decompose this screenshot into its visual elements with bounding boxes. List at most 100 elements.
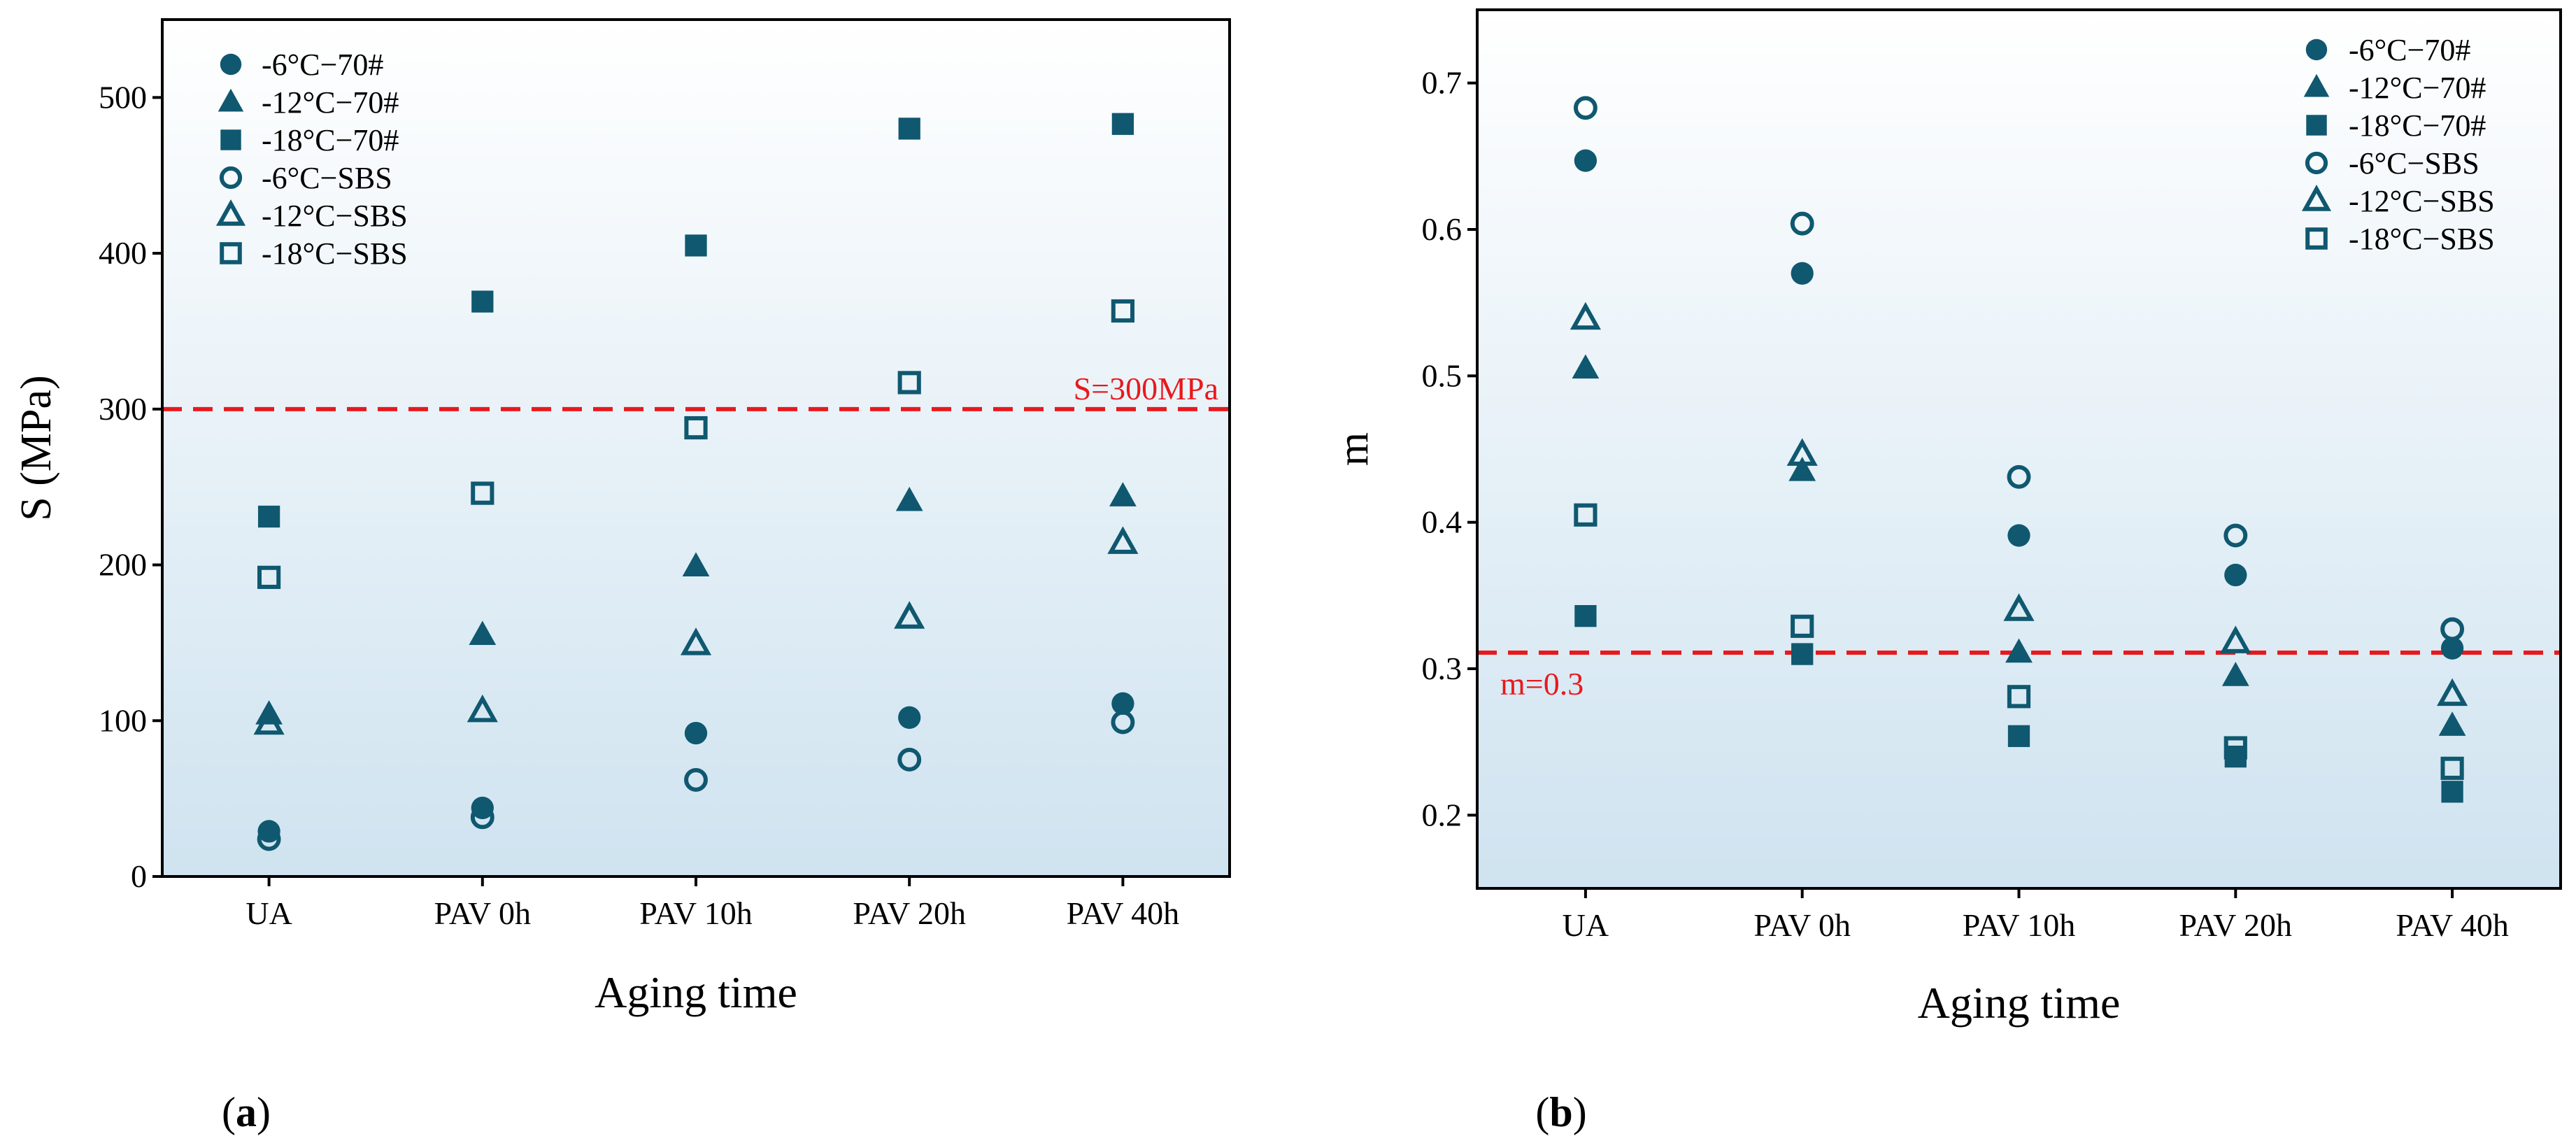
x-tick-label: PAV 10h (1963, 907, 2076, 943)
threshold-label: S=300MPa (1074, 371, 1218, 406)
x-tick-label: PAV 20h (853, 895, 966, 931)
legend-label: -12°C−SBS (2349, 184, 2495, 218)
panel-label: (b) (1535, 1089, 1586, 1135)
plot-frame (1476, 8, 2562, 890)
data-point (680, 627, 712, 655)
data-point (2440, 637, 2464, 660)
data-point (1573, 96, 1597, 120)
y-tick-label: 0.2 (1422, 797, 1463, 832)
data-point (684, 416, 708, 440)
data-point (2007, 524, 2030, 547)
data-point (1109, 482, 1137, 506)
data-point (1111, 692, 1134, 715)
legend-marker (218, 88, 244, 112)
data-point (685, 234, 707, 257)
y-tick-label: 0.4 (1422, 504, 1463, 540)
x-tick-label: UA (1563, 907, 1609, 943)
data-point (467, 694, 498, 723)
data-point (471, 481, 494, 505)
data-point (1107, 526, 1139, 554)
data-point (1791, 262, 1814, 285)
y-tick-label: 0 (131, 858, 147, 894)
legend-label: -18°C−SBS (2349, 222, 2495, 256)
data-point (1574, 149, 1597, 172)
legend-marker (2305, 227, 2328, 250)
data-point (2441, 781, 2463, 803)
data-point (2440, 617, 2465, 641)
legend-marker (220, 242, 242, 264)
data-point (257, 505, 280, 528)
legend: -6°C−70#-12°C−70#-18°C−70# -6°C−SBS -12°C−… (215, 48, 408, 271)
data-point (2440, 756, 2464, 780)
data-point (684, 721, 708, 745)
data-point (257, 827, 281, 851)
legend-label: -12°C−SBS (262, 199, 408, 233)
data-point (2007, 725, 2030, 747)
data-point (898, 706, 921, 729)
x-tick-label: PAV 0h (1753, 907, 1851, 943)
x-tick-label: PAV 40h (1067, 895, 1180, 931)
legend-label: -6°C−SBS (2349, 146, 2479, 180)
x-axis-label: Aging time (595, 967, 797, 1017)
legend-label: -12°C−70# (262, 85, 399, 120)
legend-label: -18°C−70# (2349, 108, 2486, 143)
chart-panel-b: 0.2 0.3 0.4 0.5 0.6 0.7 UA PAV 0h PAV 10h PAV 20… (1330, 8, 2562, 1135)
legend-marker (2306, 115, 2327, 136)
y-tick-label: 200 (99, 547, 147, 583)
data-point (897, 371, 921, 395)
legend-marker (219, 166, 243, 190)
data-point (2003, 593, 2035, 621)
x-axis-label: Aging time (1918, 978, 2121, 1028)
data-point (898, 118, 920, 140)
y-tick-label: 500 (99, 79, 147, 115)
threshold-label: m=0.3 (1500, 666, 1584, 702)
y-axis-label: S (MPa) (13, 375, 60, 520)
y-tick-label: 0.6 (1422, 211, 1463, 247)
panel-label: (a) (222, 1089, 271, 1135)
data-point (2223, 736, 2247, 760)
data-point (2438, 711, 2466, 736)
legend-marker (2305, 151, 2328, 175)
legend-marker (215, 199, 246, 226)
data-point (682, 552, 710, 577)
data-point (1111, 113, 1134, 135)
x-tick-label: PAV 40h (2396, 907, 2509, 943)
x-tick-label: PAV 20h (2179, 907, 2293, 943)
data-point (2005, 638, 2033, 663)
legend-label: -18°C−SBS (262, 236, 408, 271)
legend-label: -12°C−70# (2349, 71, 2486, 105)
data-point (2221, 662, 2249, 686)
data-point (257, 565, 281, 589)
data-point (253, 707, 285, 735)
data-point (2007, 464, 2031, 489)
y-tick-label: 0.5 (1422, 357, 1463, 393)
data-points (253, 113, 1139, 851)
legend-label: -6°C−70# (2349, 33, 2470, 67)
legend-label: -18°C−70# (262, 123, 399, 157)
data-point (1791, 614, 1814, 638)
data-point (2224, 563, 2247, 587)
plot-frame (161, 18, 1231, 878)
legend-label: -6°C−70# (262, 48, 383, 82)
y-tick-label: 100 (99, 702, 147, 738)
chart-panel-a: 0 100 200 300 400 500 UA PAV 0h PAV 10h PAV 20h P… (13, 18, 1231, 1135)
data-point (2437, 678, 2468, 707)
y-axis-ticks: 0.2 0.3 0.4 0.5 0.6 0.7 (1422, 65, 1477, 832)
data-point (1111, 710, 1135, 734)
data-point (1572, 354, 1600, 379)
y-axis-label: m (1330, 432, 1377, 466)
legend-marker (2301, 185, 2332, 211)
data-point (471, 290, 494, 313)
legend-marker (220, 53, 242, 76)
legend-marker (220, 129, 241, 150)
data-point (1786, 438, 1818, 466)
data-point (2223, 523, 2248, 548)
data-point (1111, 299, 1135, 323)
y-tick-label: 300 (99, 391, 147, 427)
y-axis-ticks: 0 100 200 300 400 500 (99, 79, 162, 894)
data-point (1791, 643, 1814, 665)
legend-marker (2305, 38, 2328, 61)
y-tick-label: 0.3 (1422, 651, 1463, 686)
y-tick-label: 0.7 (1422, 65, 1463, 101)
